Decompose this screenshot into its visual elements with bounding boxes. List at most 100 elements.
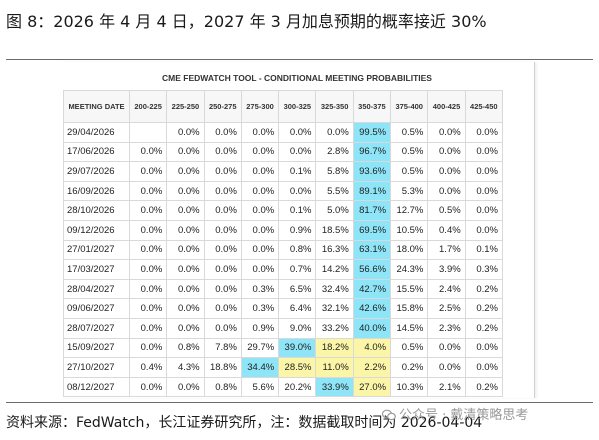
column-header-range: 350-375 [352,90,392,123]
probability-cell: 0.0% [203,239,242,261]
probability-cell: 34.4% [240,357,280,378]
probability-cell: 20.2% [278,376,317,398]
probability-cell: 0.8% [203,376,242,398]
probability-cell: 15.8% [390,298,429,319]
probability-cell: 0.0% [203,122,242,143]
probability-cell: 39.0% [278,337,317,359]
probability-cell: 0.0% [166,219,205,241]
probability-cell: 0.0% [128,259,168,280]
probability-cell: 0.0% [128,337,168,359]
probability-cell: 0.0% [166,259,205,280]
fedwatch-panel: CME FEDWATCH TOOL - CONDITIONAL MEETING … [60,62,535,398]
table-row: 17/03/2027 0.0% 0.0% 0.0% 0.0% 0.7% 14.2% 56.6%… [63,259,503,280]
column-header-range: 400-425 [427,90,466,123]
table-row: 16/09/2026 0.0% 0.0% 0.0% 0.0% 0.0% 5.5% 89.1% 5… [63,180,503,202]
probability-cell: 28.5% [278,357,317,378]
probability-cell: 0.0% [128,317,168,339]
table-row: 29/07/2026 0.0% 0.0% 0.0% 0.0% 0.1% 5.8% 93.6% 0… [63,161,503,182]
probability-cell: 0.7% [278,259,317,280]
probability-cell: 0.1% [278,200,317,221]
probability-cell: 0.0% [464,200,503,221]
meeting-date-cell: 16/09/2026 [63,180,130,202]
table-row: 28/04/2027 0.0% 0.0% 0.0% 0.3% 6.5% 32.4% 42.7%… [63,278,503,300]
probability-cell: 0.0% [464,357,503,378]
table-row: 28/10/2026 0.0% 0.0% 0.0% 0.0% 0.1% 5.0% 81.7% 1… [63,200,503,221]
probability-cell: 42.7% [352,278,392,300]
probability-cell: 69.5% [352,219,392,241]
probability-cell: 0.0% [464,180,503,202]
probability-cell: 0.0% [240,200,280,221]
probability-cell: 0.0% [203,141,242,163]
probability-cell: 0.3% [240,278,280,300]
table-row: 17/06/2026 0.0% 0.0% 0.0% 0.0% 0.0% 2.8% 96.7% 0… [63,141,503,163]
probability-cell: 0.0% [166,239,205,261]
probability-cell: 0.0% [166,278,205,300]
probability-cell: 0.2% [464,317,503,339]
table-row: 15/09/2027 0.0% 0.8% 7.8% 29.7% 39.0% 18.2% 4.0… [63,337,503,359]
probability-cell [128,122,168,143]
probability-cell: 0.4% [427,219,466,241]
table-header-row: MEETING DATE 200-225 225-250 250-275 275-300… [63,90,503,123]
meeting-date-cell: 28/04/2027 [63,278,130,300]
probability-cell: 11.0% [315,357,354,378]
meeting-date-cell: 15/09/2027 [63,337,130,359]
table-row: 27/01/2027 0.0% 0.0% 0.0% 0.0% 0.8% 16.3% 63.1%… [63,239,503,261]
table-row: 08/12/2027 0.0% 0.0% 0.8% 5.6% 20.2% 33.9% 27.0… [63,376,503,398]
probability-cell: 0.3% [240,298,280,319]
probability-cell: 0.5% [390,161,429,182]
probability-cell: 2.4% [427,278,466,300]
probability-cell: 18.5% [315,219,354,241]
probability-cell: 0.0% [203,161,242,182]
probability-cell: 0.5% [390,141,429,163]
meeting-date-cell: 08/12/2027 [63,376,130,398]
probability-cell: 89.1% [352,180,392,202]
meeting-date-cell: 29/04/2026 [63,122,130,143]
column-header-range: 375-400 [390,90,429,123]
probability-cell: 0.0% [128,219,168,241]
probability-cell: 3.9% [427,259,466,280]
column-header-range: 225-250 [166,90,205,123]
column-header-date: MEETING DATE [63,90,130,123]
probability-cell: 81.7% [352,200,392,221]
probability-cell: 0.5% [390,122,429,143]
probability-cell: 0.0% [240,122,280,143]
probability-cell: 6.5% [278,278,317,300]
probability-cell: 0.0% [464,141,503,163]
probability-cell: 0.2% [464,298,503,319]
probability-cell: 24.3% [390,259,429,280]
probability-cell: 0.0% [203,200,242,221]
probability-cell: 6.4% [278,298,317,319]
probability-cell: 10.3% [390,376,429,398]
probability-cell: 0.0% [128,180,168,202]
probability-cell: 0.0% [240,259,280,280]
probability-cell: 0.0% [203,219,242,241]
probability-cell: 18.8% [203,357,242,378]
probability-cell: 0.0% [128,239,168,261]
probability-cell: 0.0% [128,161,168,182]
probability-cell: 99.5% [352,122,392,143]
meeting-date-cell: 28/10/2026 [63,200,130,221]
figure-title: 图 8：2026 年 4 月 4 日，2027 年 3 月加息预期的概率接近 3… [6,12,487,31]
probability-cell: 4.3% [166,357,205,378]
meeting-date-cell: 17/06/2026 [63,141,130,163]
probability-cell: 0.0% [203,317,242,339]
probability-cell: 14.5% [390,317,429,339]
probability-cell: 0.0% [166,376,205,398]
table-row: 28/07/2027 0.0% 0.0% 0.0% 0.9% 9.0% 33.2% 40.0%… [63,317,503,339]
probability-cell: 10.5% [390,219,429,241]
probability-cell: 0.0% [128,141,168,163]
probability-cell: 0.0% [240,239,280,261]
probability-cell: 0.0% [427,141,466,163]
watermark: 公众号 · 戴清策略思考 [382,404,528,423]
probability-cell: 0.0% [240,161,280,182]
probability-cell: 4.0% [352,337,392,359]
probability-cell: 0.9% [240,317,280,339]
probability-cell: 0.0% [240,219,280,241]
watermark-text: 公众号 · 戴清策略思考 [399,408,529,423]
probability-cell: 0.0% [166,161,205,182]
probability-cell: 2.3% [427,317,466,339]
probability-cell: 0.4% [128,357,168,378]
probability-cell: 7.8% [203,337,242,359]
probability-cell: 0.0% [427,357,466,378]
probability-cell: 33.9% [315,376,354,398]
